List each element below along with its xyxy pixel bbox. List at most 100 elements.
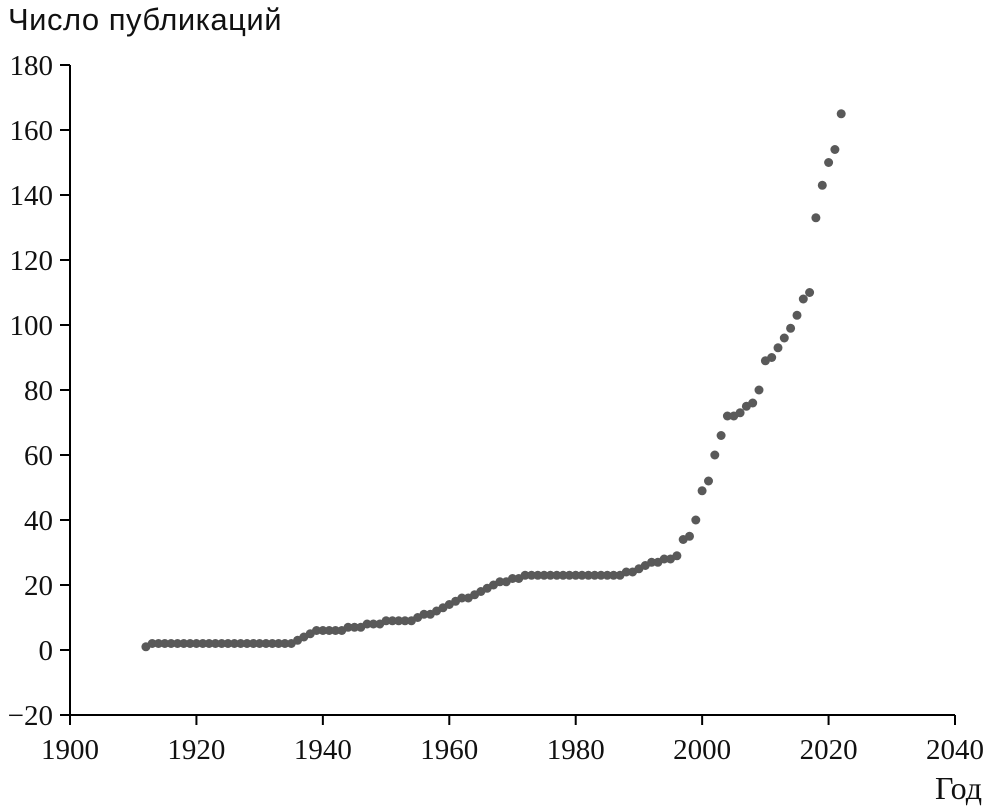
data-point [596,570,606,580]
data-point [786,323,796,333]
data-point [210,639,220,648]
x-tick-label: 2000 [673,734,731,766]
data-point [274,639,284,648]
data-point [381,616,391,626]
data-point [343,622,353,632]
data-point [400,616,410,626]
data-point [198,639,208,648]
data-point [691,515,701,525]
y-tick-label: 40 [24,505,53,537]
data-point [577,570,587,580]
data-point [236,639,246,648]
data-point [533,570,543,580]
data-point [217,639,227,648]
data-point [318,626,328,635]
y-tick-label: 60 [24,440,53,472]
data-point [147,639,157,648]
data-point [672,551,682,561]
data-point [248,639,258,648]
data-point [166,639,176,648]
data-point [255,639,265,648]
data-point [836,109,846,119]
data-point [779,333,789,343]
data-point [179,639,189,648]
data-point [817,180,827,190]
data-point [545,570,555,580]
data-point [154,639,163,648]
data-point [331,626,340,635]
data-point [647,557,657,567]
x-axis-label: Год [934,770,982,806]
data-point [830,145,840,154]
data-point [387,616,397,626]
data-point [242,639,252,648]
x-tick-label: 1940 [294,734,352,766]
data-point [527,570,536,580]
data-point [223,639,233,648]
data-point [716,431,726,440]
data-point [811,213,821,223]
chart-title: Число публикаций [8,2,283,37]
y-tick-label: 180 [10,50,54,82]
x-tick-label: 1900 [41,734,99,766]
y-tick-label: 0 [39,635,54,667]
data-point [767,353,777,362]
data-point [191,639,201,648]
data-point [185,639,195,648]
data-point [552,570,562,580]
data-point [558,570,568,580]
data-point [419,609,429,619]
data-point [280,639,290,648]
data-point [368,619,378,629]
data-point [805,288,815,297]
data-point [564,570,574,580]
data-point [710,450,720,460]
data-point [508,574,517,583]
data-point [659,554,669,564]
y-tick-label: 140 [10,180,54,212]
x-tick-label: 2020 [800,734,858,766]
y-tick-label: 80 [24,375,53,407]
data-point [350,622,359,632]
data-point [590,570,600,580]
data-point [229,639,239,648]
data-point [495,577,505,587]
data-point [571,570,581,580]
data-point [173,639,182,648]
data-point [204,639,214,648]
y-tick-label: −20 [8,700,53,732]
data-point [697,486,707,496]
data-point [261,639,271,648]
y-tick-label: 120 [10,245,54,277]
data-point [602,570,612,580]
y-tick-label: 20 [24,570,53,602]
data-point [792,310,802,320]
data-point [267,639,277,648]
data-point [609,570,619,580]
data-point [362,619,372,629]
x-tick-label: 1980 [547,734,605,766]
data-point [160,639,170,648]
y-tick-label: 160 [10,115,54,147]
data-point [748,398,758,408]
data-point [539,570,549,580]
x-tick-label: 1960 [420,734,478,766]
data-point [735,408,745,418]
data-point [704,476,713,486]
x-tick-label: 1920 [167,734,225,766]
data-point [583,570,593,580]
data-point [621,567,631,577]
data-point [773,343,783,353]
data-point [324,626,334,635]
data-point [394,616,404,626]
data-point [685,531,694,541]
data-point [722,411,732,421]
y-tick-label: 100 [10,310,54,342]
data-point [312,626,321,635]
data-point [520,570,530,580]
data-point [754,385,764,395]
data-point [798,294,808,304]
x-tick-label: 2040 [926,734,984,766]
data-point [824,158,834,167]
